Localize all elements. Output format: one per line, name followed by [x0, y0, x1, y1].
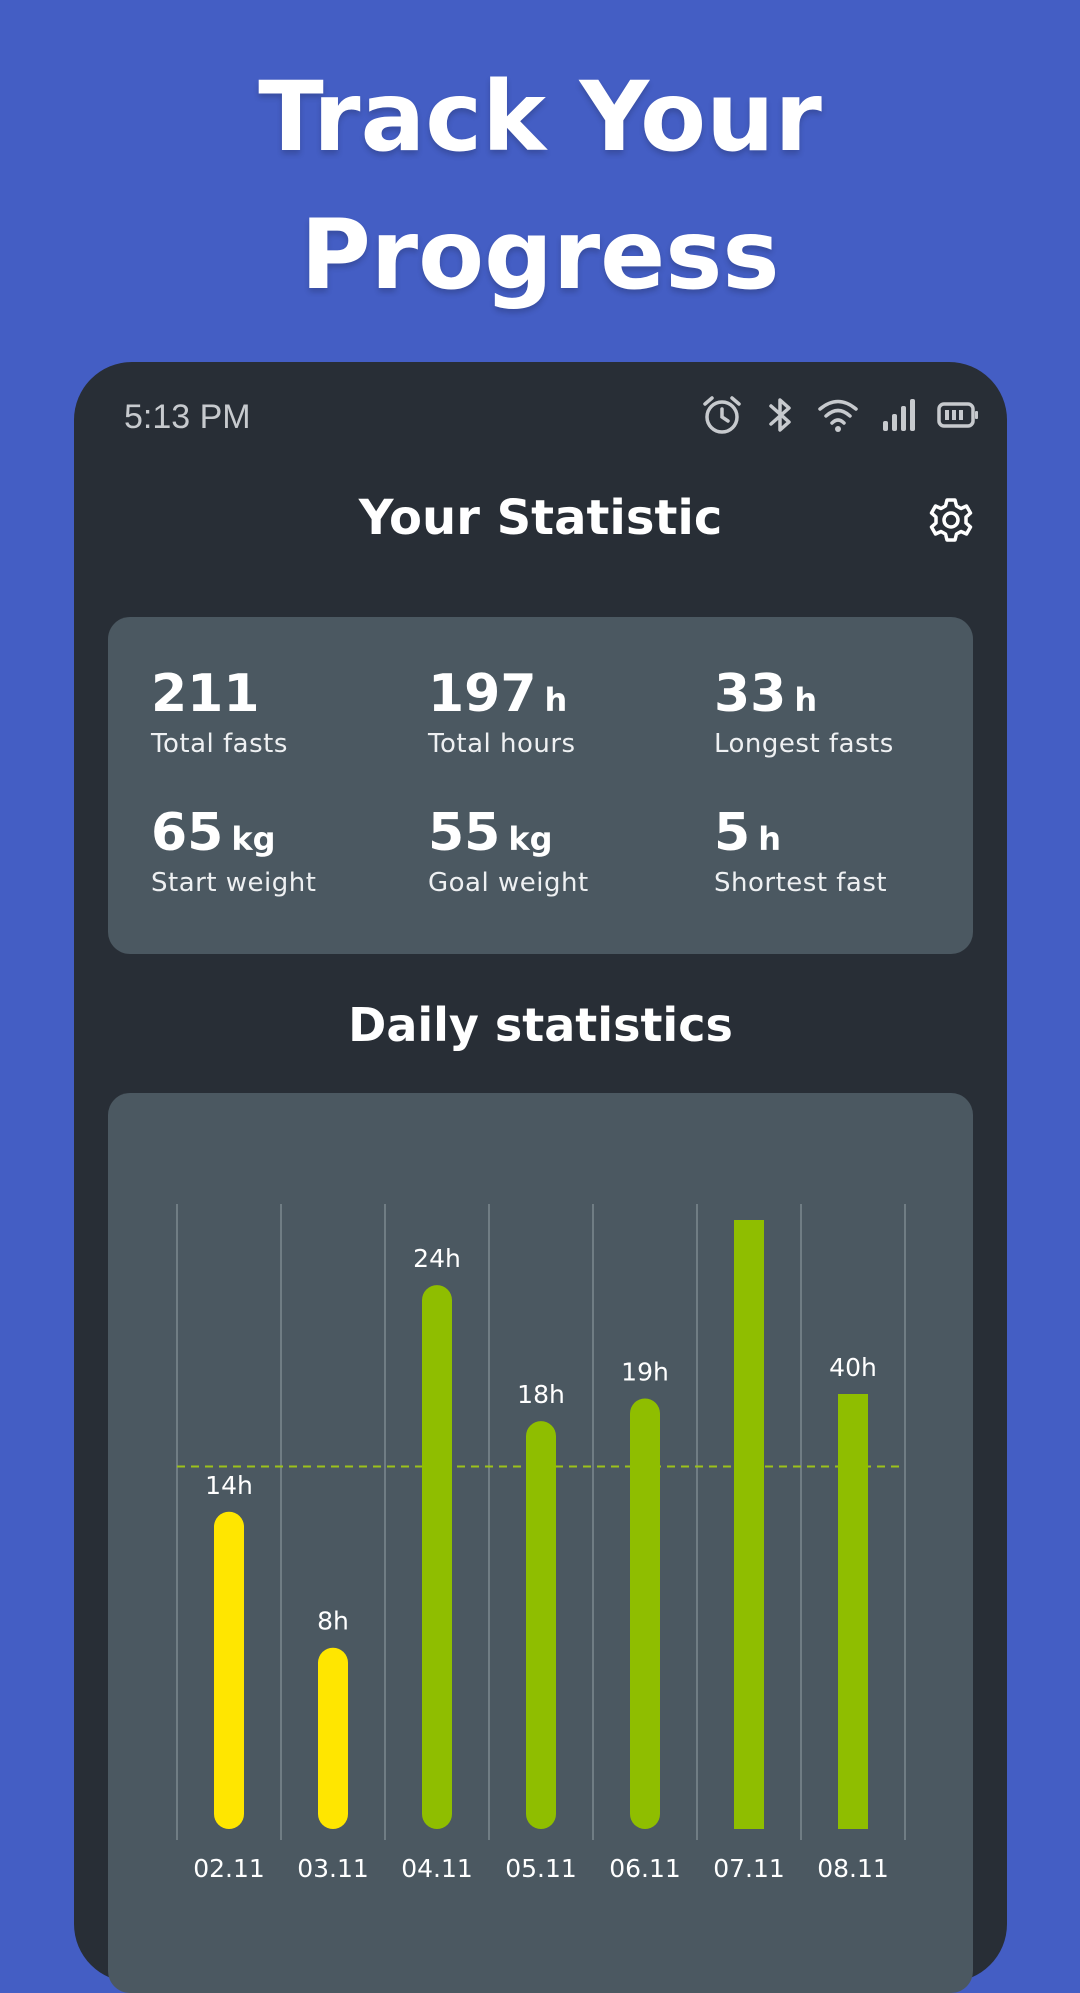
chart-bar: [318, 1647, 348, 1829]
wifi-icon: [818, 399, 858, 432]
promo-line-2: Progress: [300, 199, 780, 311]
chart-bar: [838, 1394, 868, 1829]
bluetooth-icon: [769, 398, 791, 432]
stat-unit: kg: [508, 820, 553, 858]
x-tick-label: 04.11: [401, 1854, 473, 1883]
stat-label: Total fasts: [151, 729, 288, 759]
signal-icon: [883, 399, 915, 431]
stat-value: 211: [151, 664, 260, 724]
status-icons: [701, 394, 979, 436]
x-tick-label: 02.11: [193, 1854, 265, 1883]
x-tick-label: 07.11: [713, 1854, 785, 1883]
daily-statistics-title: Daily statistics: [348, 998, 733, 1052]
daily-chart-card: 14h 02.11 8h 03.11 24h 04.11 18h 05.11 19h 06.11 0…: [108, 1093, 973, 1993]
x-tick-label: 06.11: [609, 1854, 681, 1883]
bar-value-label: 40h: [829, 1353, 877, 1382]
gear-icon: [929, 498, 973, 542]
chart-bar: [630, 1398, 660, 1829]
x-tick-label: 08.11: [817, 1854, 889, 1883]
chart-bar: [734, 1220, 764, 1829]
stat-value: 65: [151, 803, 224, 863]
alarm-icon: [703, 396, 741, 434]
bar-value-label: 24h: [413, 1244, 461, 1273]
x-tick-label: 05.11: [505, 1854, 577, 1883]
stat-unit: h: [544, 681, 568, 719]
stat-start-weight: 65 kg Start weight: [151, 804, 316, 898]
stat-value: 197: [428, 664, 537, 724]
daily-bar-chart: 14h 02.11 8h 03.11 24h 04.11 18h 05.11 19h 06.11 0…: [176, 1204, 906, 1883]
status-bar: 5:13 PM: [74, 362, 1007, 472]
battery-icon: [937, 402, 978, 428]
stat-value: 33: [714, 664, 787, 724]
bar-value-label: 19h: [621, 1357, 669, 1386]
stat-total-hours: 197 h Total hours: [428, 665, 576, 759]
stat-unit: h: [794, 681, 818, 719]
page-title: Your Statistic: [358, 490, 723, 546]
stat-label: Start weight: [151, 868, 317, 898]
stat-unit: kg: [231, 820, 276, 858]
chart-bar: [526, 1421, 556, 1829]
bar-value-label: 14h: [205, 1471, 253, 1500]
stat-value: 5: [714, 803, 751, 863]
stat-longest-fast: 33 h Longest fasts: [714, 665, 894, 759]
stat-unit: h: [758, 820, 781, 858]
promo-headline: Track Your Progress: [0, 48, 1080, 324]
summary-stats-card: 211 Total fasts 197 h Total hours 33 h Lon…: [108, 617, 973, 954]
stat-value: 55: [428, 803, 501, 863]
status-time: 5:13 PM: [124, 398, 251, 436]
phone-screen: 5:13 PM: [74, 362, 1007, 1993]
stat-label: Goal weight: [428, 868, 589, 898]
stat-label: Shortest fast: [714, 868, 888, 898]
stat-label: Longest fasts: [714, 729, 894, 759]
promo-line-1: Track Your: [258, 61, 822, 173]
settings-button[interactable]: [927, 496, 975, 544]
stat-label: Total hours: [428, 729, 576, 759]
stat-goal-weight: 55 kg Goal weight: [428, 804, 589, 898]
bar-value-label: 8h: [317, 1607, 349, 1636]
x-tick-label: 03.11: [297, 1854, 369, 1883]
screen-header: Your Statistic: [74, 472, 1007, 572]
chart-bar-cap: [838, 1394, 868, 1424]
stat-total-fasts: 211 Total fasts: [151, 665, 288, 759]
chart-bar: [214, 1511, 244, 1829]
bar-value-label: 18h: [517, 1380, 565, 1409]
chart-bar: [422, 1285, 452, 1829]
